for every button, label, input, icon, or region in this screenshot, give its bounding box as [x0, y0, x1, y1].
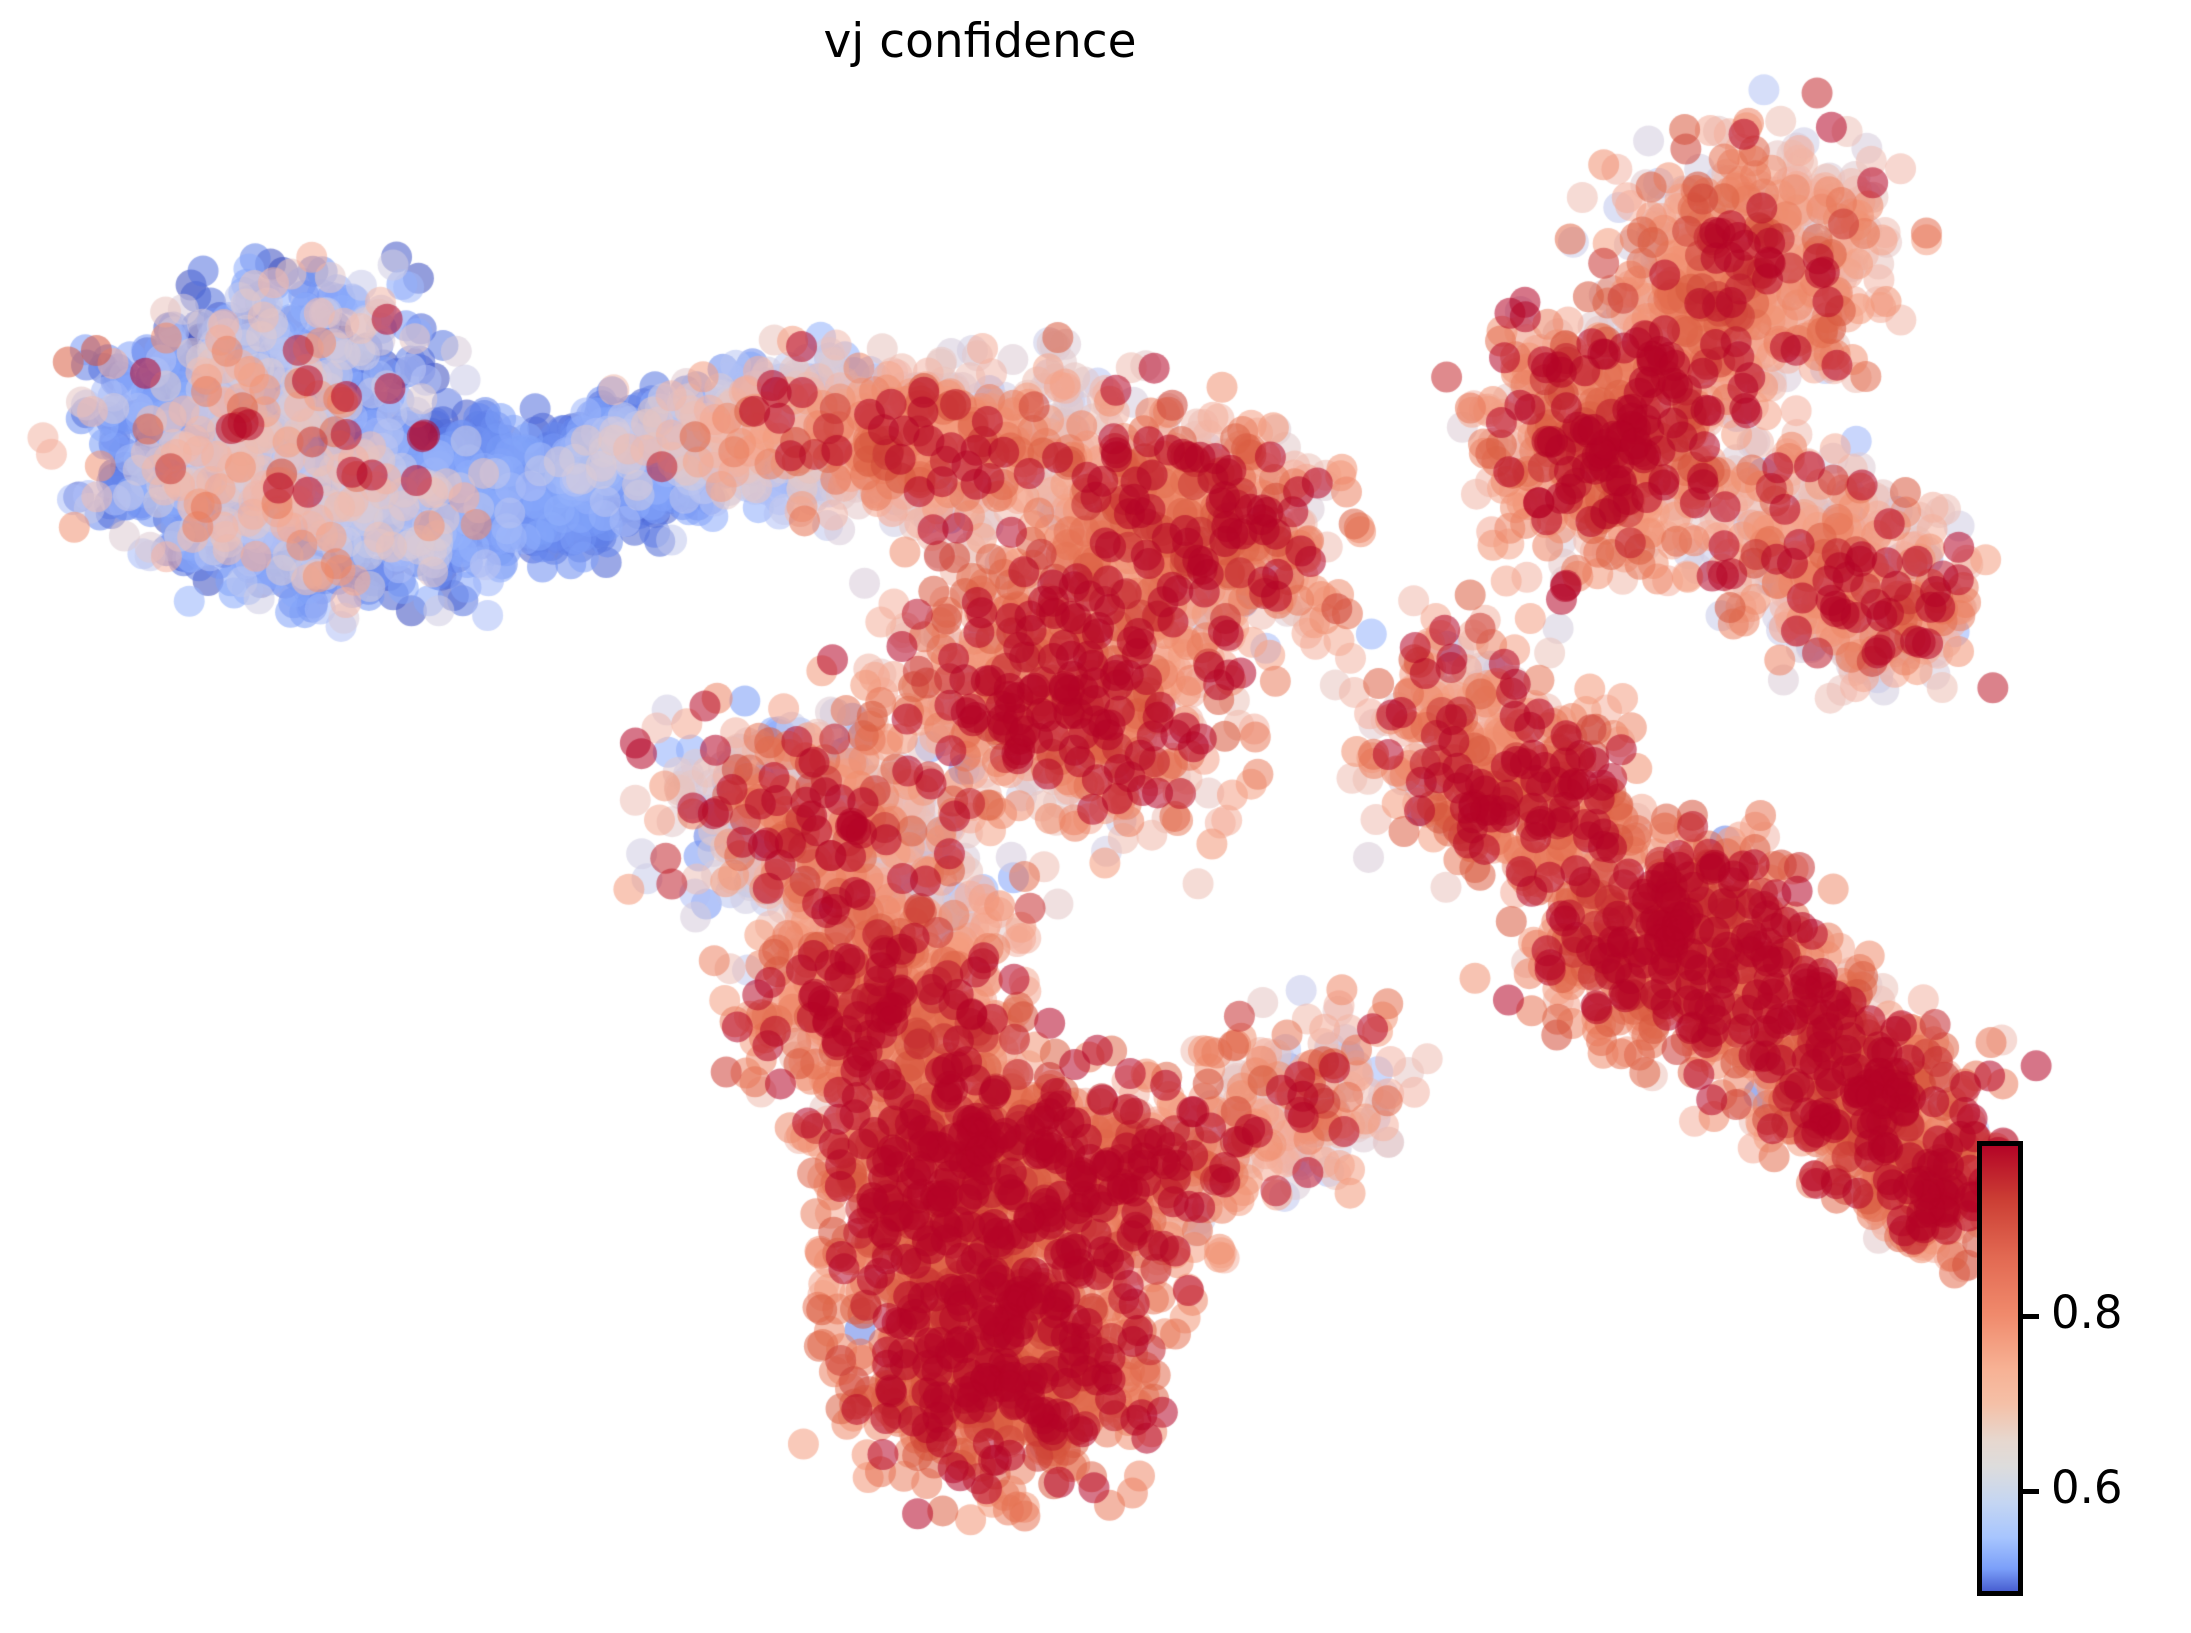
colorbar-tick-label-1: 0.6: [2051, 1461, 2123, 1514]
colorbar-tick-label-0: 0.8: [2051, 1286, 2123, 1339]
colorbar-tick-1: [2022, 1489, 2039, 1494]
colorbar-gradient: [1977, 1141, 2023, 1596]
colorbar-tick-0: [2022, 1314, 2039, 1319]
